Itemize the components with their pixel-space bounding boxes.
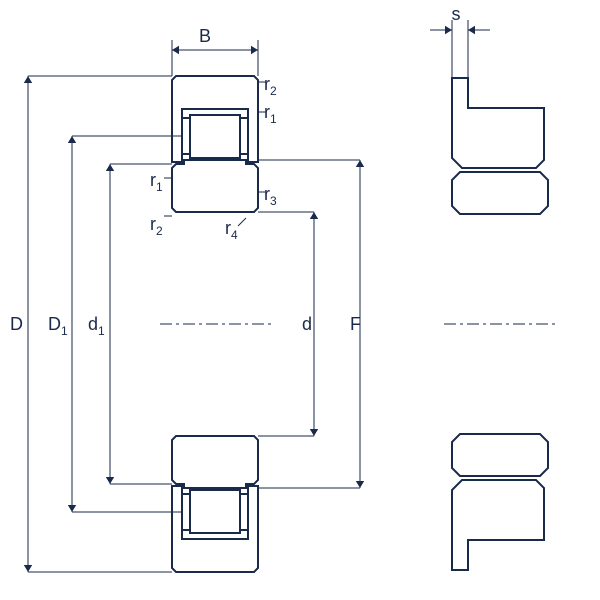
dim-F: F [350, 314, 361, 334]
label-r3: r3 [264, 184, 277, 208]
dim-d1: d1 [88, 314, 105, 338]
dim-D: D [10, 314, 23, 334]
dim-B: B [199, 26, 211, 46]
label-r2-outer: r2 [264, 74, 277, 98]
label-r1-inner: r1 [150, 170, 163, 194]
label-r1-outer: r1 [264, 102, 277, 126]
dim-s: s [452, 4, 461, 24]
label-r2-inner: r2 [150, 214, 163, 238]
label-r4: r4 [225, 218, 238, 242]
dim-d: d [302, 314, 312, 334]
bearing-technical-drawing: Bs D D1 d1 d Fr2 r1 r1 r2 r3 r4 [0, 0, 600, 600]
dim-D1: D1 [48, 314, 68, 338]
